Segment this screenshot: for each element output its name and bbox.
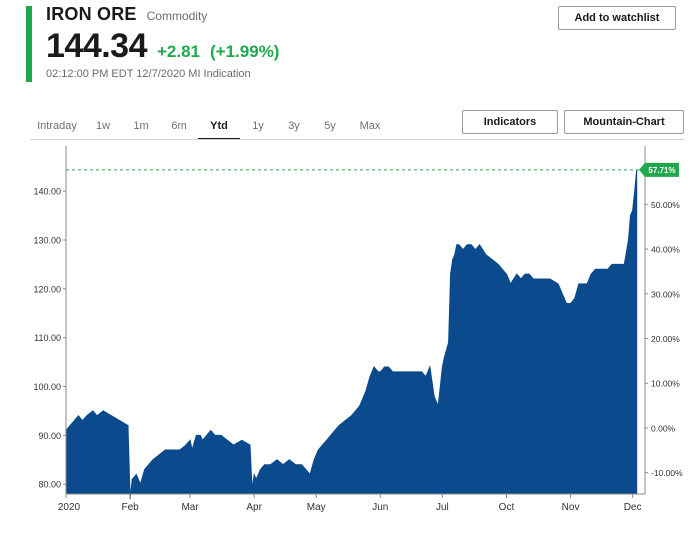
range-tabs: Intraday 1w 1m 6m Ytd 1y 3y 5y Max	[30, 116, 392, 140]
y2-tick-label: 30.00%	[651, 289, 680, 299]
y2-tick-label: 10.00%	[651, 379, 680, 389]
y2-tick-label: 40.00%	[651, 245, 680, 255]
x-tick-label: May	[307, 502, 326, 512]
x-tick-label: Nov	[562, 502, 580, 512]
y2-tick-label: 50.00%	[651, 200, 680, 210]
accent-bar	[26, 6, 32, 82]
x-tick-label: 2020	[58, 502, 81, 512]
last-value-badge	[639, 162, 679, 177]
x-tick-label: Apr	[246, 502, 262, 512]
indicators-button[interactable]: Indicators	[462, 110, 558, 134]
quote-timestamp: 02:12:00 PM EDT 12/7/2020 MI Indication	[46, 68, 251, 80]
title-row: IRON ORE Commodity	[46, 4, 279, 25]
tabs-divider	[30, 139, 684, 140]
x-tick-label: Jun	[372, 502, 388, 512]
y-tick-label: 130.00	[33, 235, 61, 245]
tab-5y[interactable]: 5y	[324, 120, 336, 132]
x-tick-label: Mar	[181, 502, 199, 512]
x-tick-label: Dec	[624, 502, 642, 512]
price-row: 144.34 +2.81 (+1.99%)	[46, 27, 279, 66]
quote-header: IRON ORE Commodity 144.34 +2.81 (+1.99%)…	[46, 4, 279, 80]
tab-ytd[interactable]: Ytd	[198, 116, 240, 140]
x-tick-label: Jul	[436, 502, 449, 512]
tab-1y[interactable]: 1y	[252, 120, 264, 132]
instrument-type: Commodity	[146, 9, 208, 23]
price-chart[interactable]: 80.00 90.00 100.00 110.00 120.00 130.00 140.00…	[0, 142, 700, 512]
y-tick-label: 120.00	[33, 284, 61, 294]
tab-intraday[interactable]: Intraday	[37, 120, 77, 132]
instrument-title: IRON ORE	[46, 4, 137, 24]
tab-1w[interactable]: 1w	[95, 120, 111, 132]
price-area	[65, 169, 638, 499]
y2-tick-label: 20.00%	[651, 334, 680, 344]
last-value-badge-label: 57.71%	[648, 166, 675, 175]
tab-3y[interactable]: 3y	[288, 120, 300, 132]
y-tick-label: 140.00	[33, 187, 61, 197]
y-tick-label: 80.00	[38, 480, 61, 490]
add-to-watchlist-button[interactable]: Add to watchlist	[558, 6, 676, 30]
x-tick-label: Oct	[499, 502, 515, 512]
price-change: +2.81	[157, 42, 201, 61]
tab-max[interactable]: Max	[359, 120, 381, 132]
price-change-percent: (+1.99%)	[210, 42, 280, 61]
x-tick-label: Feb	[121, 502, 139, 512]
y2-tick-label: 0.00%	[651, 423, 676, 433]
y-tick-label: 90.00	[38, 431, 61, 441]
y-tick-label: 100.00	[33, 382, 61, 392]
chart-type-button[interactable]: Mountain-Chart	[564, 110, 684, 134]
last-price: 144.34	[46, 27, 148, 65]
y-tick-label: 110.00	[34, 333, 61, 343]
tab-1m[interactable]: 1m	[133, 120, 149, 132]
y2-tick-label: -10.00%	[651, 468, 683, 478]
tab-6m[interactable]: 6m	[171, 120, 187, 132]
